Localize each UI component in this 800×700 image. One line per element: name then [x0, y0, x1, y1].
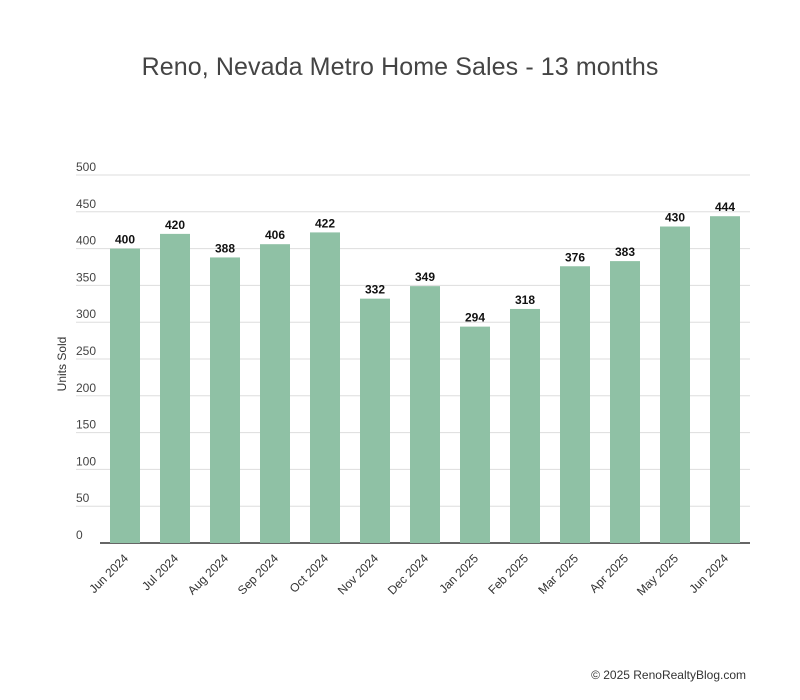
y-tick-label: 300 [76, 307, 96, 321]
x-tick-label: Jul 2024 [139, 551, 181, 593]
y-tick-label: 0 [76, 528, 83, 542]
data-label: 430 [665, 211, 685, 225]
y-tick-label: 150 [76, 418, 96, 432]
x-tick-label: Jun 2024 [86, 551, 131, 596]
data-label: 376 [565, 250, 585, 264]
bar-6 [360, 298, 390, 543]
data-label: 406 [265, 228, 285, 242]
bar-12 [660, 226, 690, 543]
bar-9 [510, 308, 540, 543]
data-label: 294 [465, 311, 485, 325]
bar-8 [460, 326, 490, 543]
x-tick-label: Oct 2024 [287, 551, 332, 596]
data-label: 318 [515, 293, 535, 307]
data-label: 349 [415, 270, 435, 284]
x-tick-label: May 2025 [634, 551, 681, 598]
y-tick-label: 50 [76, 491, 90, 505]
bar-13 [710, 216, 740, 543]
bar-5 [310, 232, 340, 543]
footer-credit: © 2025 RenoRealtyBlog.com [591, 668, 746, 682]
bar-4 [260, 244, 290, 543]
y-tick-label: 500 [76, 160, 96, 174]
x-tick-label: Nov 2024 [335, 551, 381, 597]
y-tick-label: 250 [76, 344, 96, 358]
bar-11 [610, 261, 640, 543]
bar-10 [560, 266, 590, 543]
x-tick-label: Jan 2025 [436, 551, 481, 596]
bar-1 [110, 248, 140, 543]
x-tick-label: Sep 2024 [235, 551, 281, 597]
data-label: 444 [715, 200, 735, 214]
bar-2 [160, 233, 190, 543]
y-tick-label: 350 [76, 270, 96, 284]
x-tick-label: Feb 2025 [485, 551, 531, 597]
bar-3 [210, 257, 240, 543]
x-tick-label: Aug 2024 [185, 551, 231, 597]
data-label: 332 [365, 283, 385, 297]
data-label: 422 [315, 216, 335, 230]
y-axis-title: Units Sold [55, 337, 69, 392]
x-tick-label: Mar 2025 [535, 551, 581, 597]
chart-title: Reno, Nevada Metro Home Sales - 13 month… [141, 53, 659, 81]
x-tick-label: Jun 2024 [686, 551, 731, 596]
x-tick-label: Apr 2025 [587, 551, 632, 596]
data-label: 420 [165, 218, 185, 232]
x-tick-label: Dec 2024 [385, 551, 431, 597]
data-label: 388 [215, 241, 235, 255]
data-label: 400 [115, 233, 135, 247]
data-label: 383 [615, 245, 635, 259]
y-tick-label: 100 [76, 454, 96, 468]
y-tick-label: 400 [76, 234, 96, 248]
bar-7 [410, 286, 440, 543]
y-tick-label: 450 [76, 197, 96, 211]
y-tick-label: 200 [76, 381, 96, 395]
